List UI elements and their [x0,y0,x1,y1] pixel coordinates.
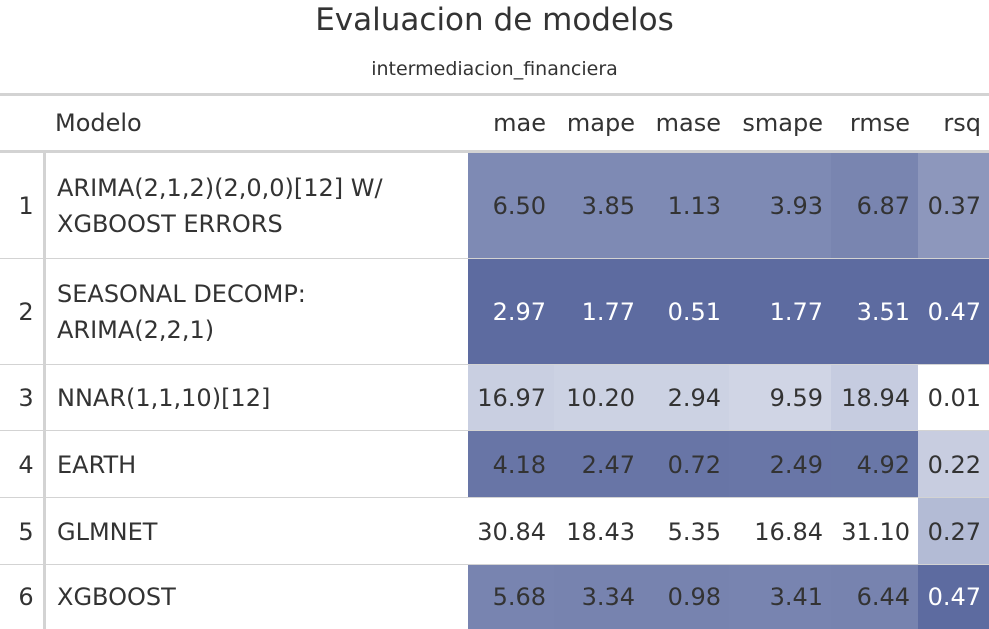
mape-cell: 10.20 [554,365,643,431]
mase-cell: 0.51 [643,259,729,365]
mae-cell: 6.50 [468,153,554,259]
rsq-cell: 0.47 [918,259,989,365]
rsq-cell: 0.01 [918,365,989,431]
mae-cell: 5.68 [468,565,554,629]
header-rownum [0,96,44,150]
header-rsq: rsq [943,109,981,137]
mape-cell: 1.77 [554,259,643,365]
rsq-cell: 0.27 [918,498,989,565]
model-name-cell: XGBOOST [57,583,176,611]
mae-cell: 30.84 [468,498,554,565]
smape-cell: 9.59 [729,365,831,431]
mape-cell: 3.85 [554,153,643,259]
table-title: Evaluacion de modelos [315,2,674,38]
model-name-cell: SEASONAL DECOMP: ARIMA(2,2,1) [57,280,306,344]
rsq-cell: 0.37 [918,153,989,259]
model-name-cell: ARIMA(2,1,2)(2,0,0)[12] W/ XGBOOST ERROR… [57,174,383,238]
mase-cell: 0.72 [643,431,729,498]
smape-cell: 3.41 [729,565,831,629]
smape-cell: 1.77 [729,259,831,365]
row-number: 2 [18,298,34,326]
rmse-cell: 6.44 [831,565,918,629]
mae-cell: 2.97 [468,259,554,365]
rmse-cell: 6.87 [831,153,918,259]
mae-cell: 4.18 [468,431,554,498]
rmse-cell: 4.92 [831,431,918,498]
row-number: 3 [18,384,34,412]
row-divider [0,258,989,259]
rmse-cell: 18.94 [831,365,918,431]
header-mape: mape [566,109,635,137]
row-divider [0,564,989,565]
model-name-cell: NNAR(1,1,10)[12] [57,384,271,412]
header-modelo: Modelo [55,109,142,137]
smape-cell: 3.93 [729,153,831,259]
mape-cell: 3.34 [554,565,643,629]
rsq-cell: 0.47 [918,565,989,629]
row-number: 5 [18,517,34,546]
header-mae: mae [493,109,546,137]
model-name-cell: EARTH [57,450,137,479]
table-subtitle: intermediacion_financiera [371,58,618,80]
row-divider [0,430,989,431]
rmse-cell: 31.10 [831,498,918,565]
mase-cell: 1.13 [643,153,729,259]
mae-cell: 16.97 [468,365,554,431]
header-smape: smape [742,109,823,137]
model-evaluation-table: Modelo mae mape mase smape rmse rsq 1 ARI… [0,93,989,629]
smape-cell: 2.49 [729,431,831,498]
mase-cell: 5.35 [643,498,729,565]
rmse-cell: 3.51 [831,259,918,365]
row-number: 1 [18,192,34,220]
smape-cell: 16.84 [729,498,831,565]
mape-cell: 18.43 [554,498,643,565]
row-divider [0,364,989,365]
mape-cell: 2.47 [554,431,643,498]
header-mase: mase [655,109,721,137]
row-number: 6 [18,583,34,611]
mase-cell: 0.98 [643,565,729,629]
row-number: 4 [18,450,34,479]
header-row: Modelo mae mape mase smape rmse rsq [0,93,989,153]
row-divider [0,497,989,498]
model-name-cell: GLMNET [57,517,158,546]
header-rmse: rmse [849,109,910,137]
rsq-cell: 0.22 [918,431,989,498]
stub-divider [43,153,46,629]
mase-cell: 2.94 [643,365,729,431]
